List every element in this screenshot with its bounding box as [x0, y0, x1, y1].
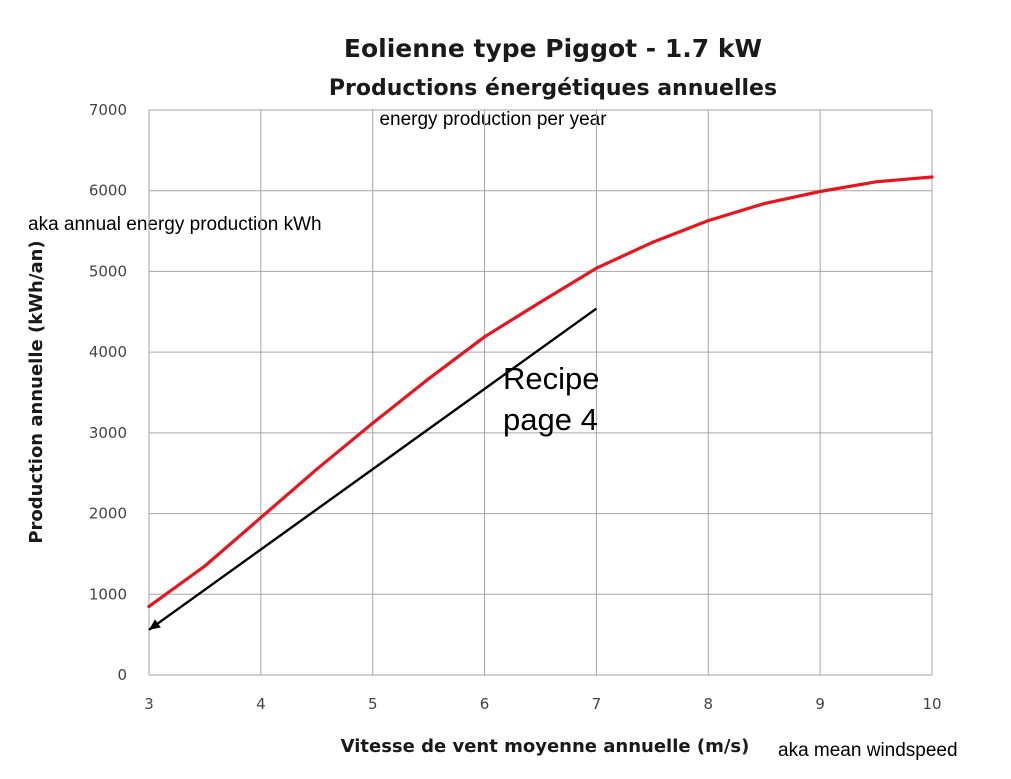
y-tick-label: 2000 [89, 505, 127, 523]
y-axis-title: Production annuelle (kWh/an) [26, 240, 47, 543]
y-tick-label: 3000 [89, 424, 127, 442]
arrow-layer [148, 307, 598, 631]
x-tick-label: 4 [256, 695, 266, 713]
series-layer [147, 175, 934, 609]
series-point [762, 202, 766, 206]
arrow-line [148, 307, 598, 631]
arrow-head-icon [149, 619, 161, 630]
x-axis-title: Vitesse de vent moyenne annuelle (m/s) [341, 736, 750, 757]
grid [148, 109, 933, 676]
xlabel-note: aka mean windspeed [778, 740, 958, 761]
y-tick-label: 0 [117, 666, 127, 684]
y-tick-label: 5000 [89, 262, 127, 280]
series-point [930, 175, 934, 179]
series-point [259, 516, 263, 520]
recipe-annotation-line2: page 4 [503, 402, 598, 437]
y-tick-label: 7000 [89, 101, 127, 119]
recipe-annotation-line1: Recipe [503, 361, 600, 396]
x-tick-label: 7 [592, 695, 602, 713]
series-point [818, 189, 822, 194]
english-subtitle-note: energy production per year [379, 109, 607, 130]
x-tick-label: 5 [368, 695, 378, 713]
series-point [538, 300, 543, 304]
y-tick-label: 6000 [89, 182, 127, 200]
x-tick-label: 6 [480, 695, 490, 713]
series-point [650, 240, 654, 244]
series-point [371, 421, 375, 425]
series-point [594, 266, 599, 270]
series-point [147, 604, 151, 608]
series-point [203, 564, 207, 568]
y-tick-label: 4000 [89, 343, 127, 361]
series-point [427, 377, 431, 381]
x-tick-label: 9 [815, 695, 825, 713]
series-point [706, 218, 710, 223]
x-tick-label: 10 [922, 695, 941, 713]
x-tick-labels: 3 4 5 6 7 8 9 10 [144, 695, 941, 713]
x-tick-label: 3 [144, 695, 154, 713]
series-point [482, 335, 487, 339]
y-tick-label: 1000 [89, 585, 127, 603]
chart-title: Eolienne type Piggot - 1.7 kW [344, 34, 762, 63]
chart-subtitle: Productions énergétiques annuelles [329, 76, 777, 101]
y-tick-labels: 0 1000 2000 3000 4000 5000 6000 7000 [89, 101, 127, 684]
series-point [315, 467, 319, 471]
series-point [874, 180, 878, 184]
x-tick-label: 8 [704, 695, 714, 713]
ylabel-note: aka annual energy production kWh [28, 214, 322, 235]
